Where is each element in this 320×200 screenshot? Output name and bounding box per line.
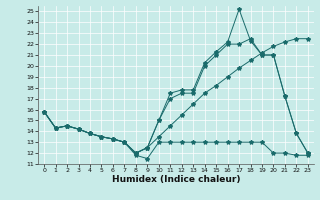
X-axis label: Humidex (Indice chaleur): Humidex (Indice chaleur)	[112, 175, 240, 184]
